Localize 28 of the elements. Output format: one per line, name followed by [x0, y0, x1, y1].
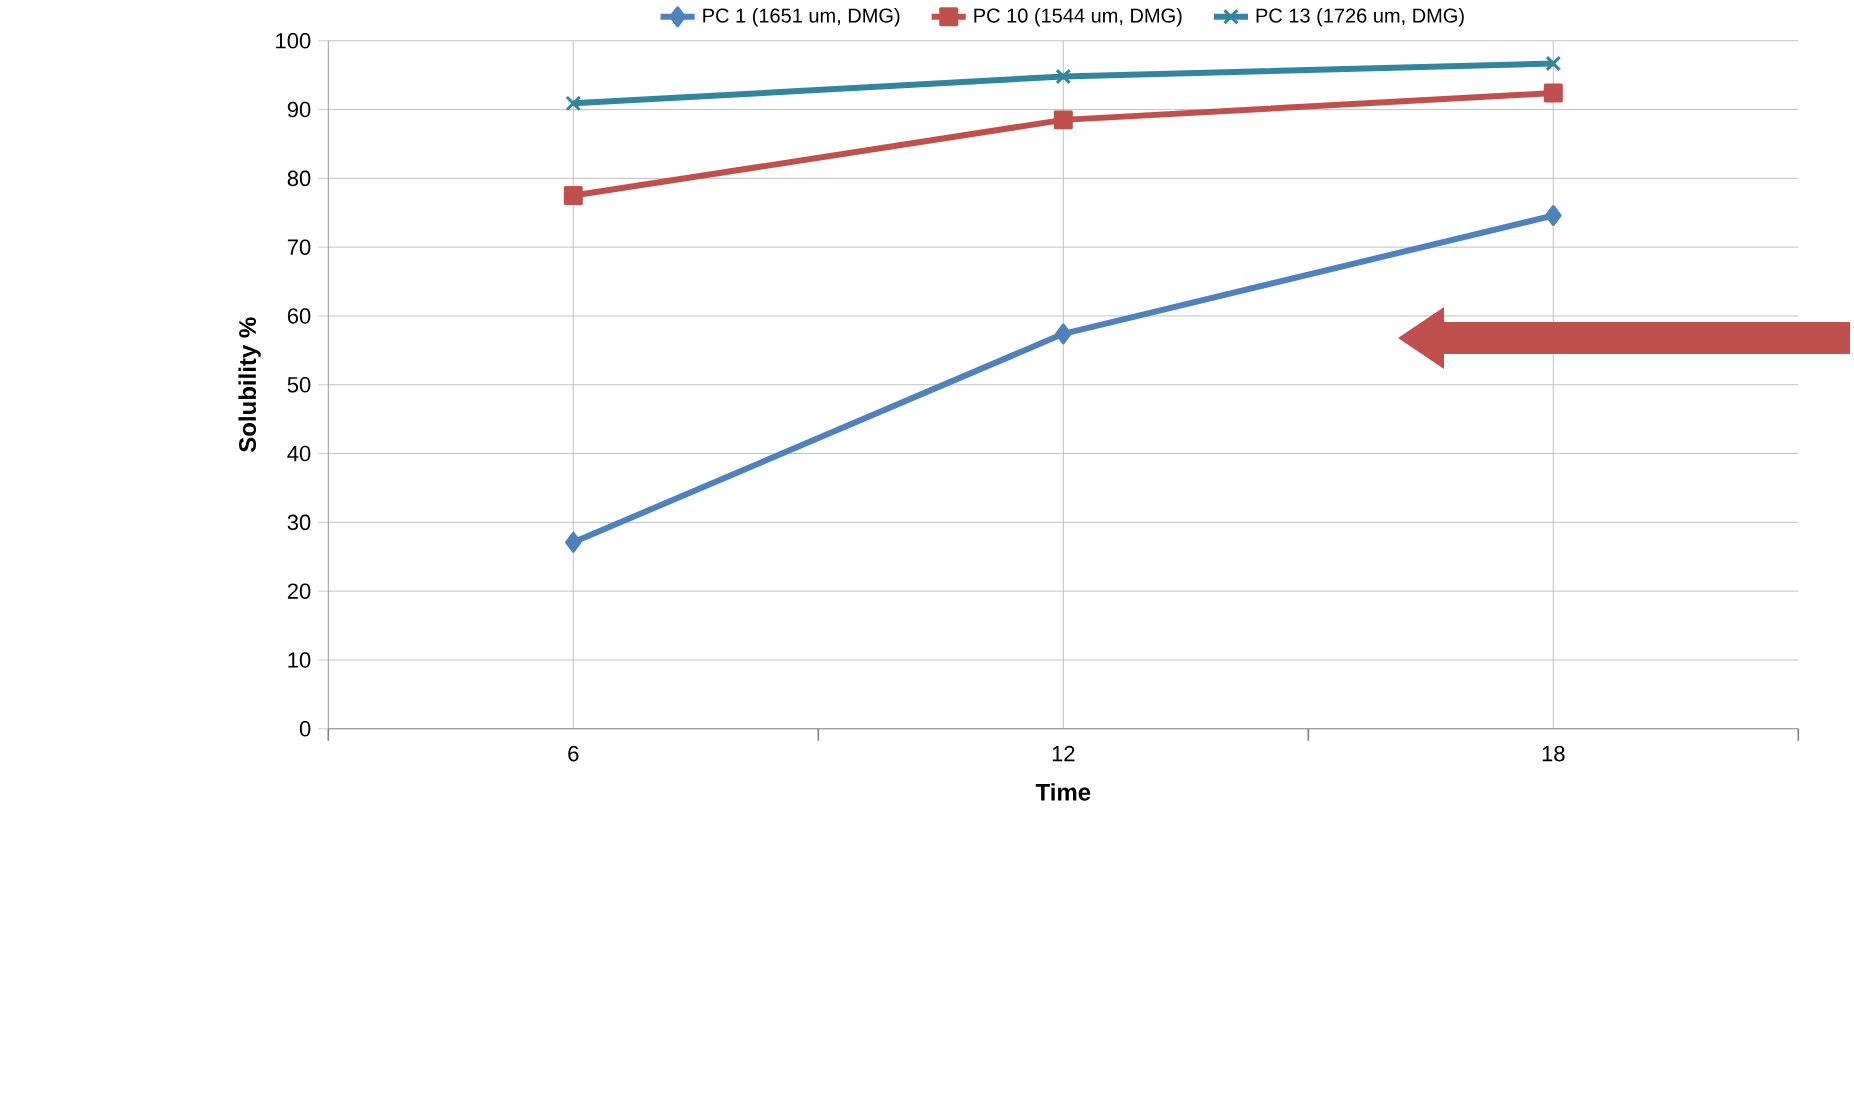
point	[1543, 83, 1563, 103]
y-tick-label: 60	[287, 308, 311, 324]
y-tick-label: 50	[287, 376, 311, 393]
point	[1545, 55, 1562, 72]
x-tick-label: 6	[568, 745, 579, 762]
legend-label: PC 13 (1726 um, DMG)	[1256, 7, 1464, 27]
y-tick-label: 10	[288, 652, 311, 668]
y-tick-label: 90	[287, 101, 311, 118]
point	[565, 95, 582, 112]
y-tick-label: 40	[287, 445, 311, 462]
point	[1055, 68, 1072, 85]
point	[1545, 204, 1562, 226]
y-tick-label: 20	[287, 583, 311, 599]
legend-label: PC 10 (1544 um, DMG)	[974, 7, 1182, 27]
y-tick-label: 30	[287, 514, 311, 531]
y-tick-label: 0	[299, 720, 311, 737]
y-tick-label: 100	[276, 32, 311, 49]
x-axis-title: Time	[1035, 783, 1091, 801]
point	[1053, 110, 1073, 130]
point	[565, 531, 582, 553]
x-tick-label: 12	[1052, 745, 1075, 762]
point	[563, 186, 583, 206]
x-tick-label: 18	[1542, 745, 1565, 762]
y-tick-label: 70	[287, 239, 311, 255]
point	[1055, 323, 1072, 345]
y-axis-title: Solubility %	[238, 317, 261, 453]
legend-label: PC 1 (1651 um, DMG)	[703, 7, 900, 27]
y-tick-label: 80	[287, 170, 311, 187]
